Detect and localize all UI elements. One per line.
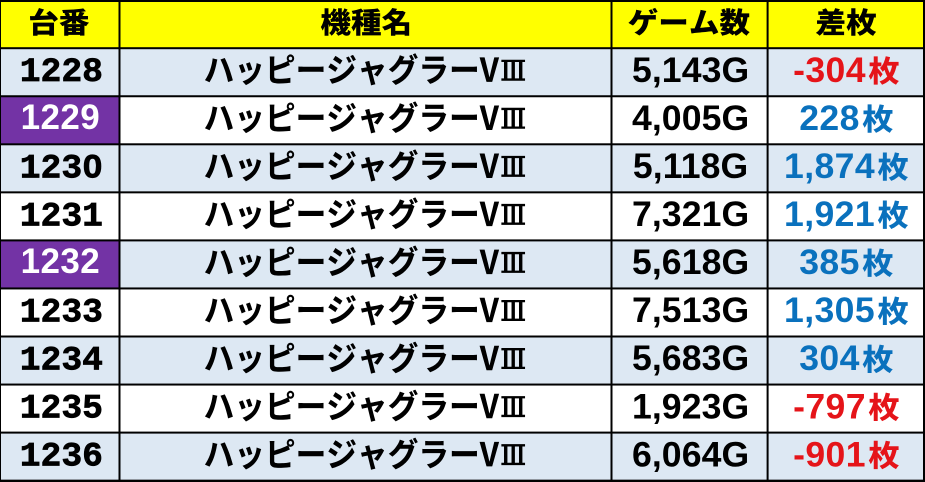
svg-text:-304: -304 xyxy=(793,50,866,90)
svg-text:6,064G: 6,064G xyxy=(632,434,749,474)
svg-text:304: 304 xyxy=(799,338,860,378)
svg-text:1228: 1228 xyxy=(20,53,103,92)
svg-text:385: 385 xyxy=(799,242,860,282)
svg-text:7,513G: 7,513G xyxy=(632,290,749,330)
svg-text:1230: 1230 xyxy=(20,149,103,188)
svg-text:4,005G: 4,005G xyxy=(632,98,749,138)
svg-text:-901: -901 xyxy=(793,434,866,474)
svg-text:1235: 1235 xyxy=(20,390,103,429)
svg-text:1,874: 1,874 xyxy=(784,146,875,186)
svg-text:5,143G: 5,143G xyxy=(632,50,749,90)
svg-text:1231: 1231 xyxy=(20,197,103,236)
svg-text:-797: -797 xyxy=(793,386,866,426)
svg-text:228: 228 xyxy=(799,98,860,138)
svg-text:1,923G: 1,923G xyxy=(632,386,749,426)
svg-text:5,618G: 5,618G xyxy=(632,242,749,282)
svg-text:1,921: 1,921 xyxy=(784,194,875,234)
svg-text:7,321G: 7,321G xyxy=(632,194,749,234)
svg-text:1234: 1234 xyxy=(20,342,103,381)
svg-text:1,305: 1,305 xyxy=(784,290,875,330)
svg-text:5,683G: 5,683G xyxy=(632,338,749,378)
svg-text:1236: 1236 xyxy=(20,438,103,477)
svg-text:1229: 1229 xyxy=(21,98,100,137)
svg-text:1232: 1232 xyxy=(21,242,100,281)
svg-text:5,118G: 5,118G xyxy=(633,146,748,186)
svg-text:1233: 1233 xyxy=(20,293,103,332)
